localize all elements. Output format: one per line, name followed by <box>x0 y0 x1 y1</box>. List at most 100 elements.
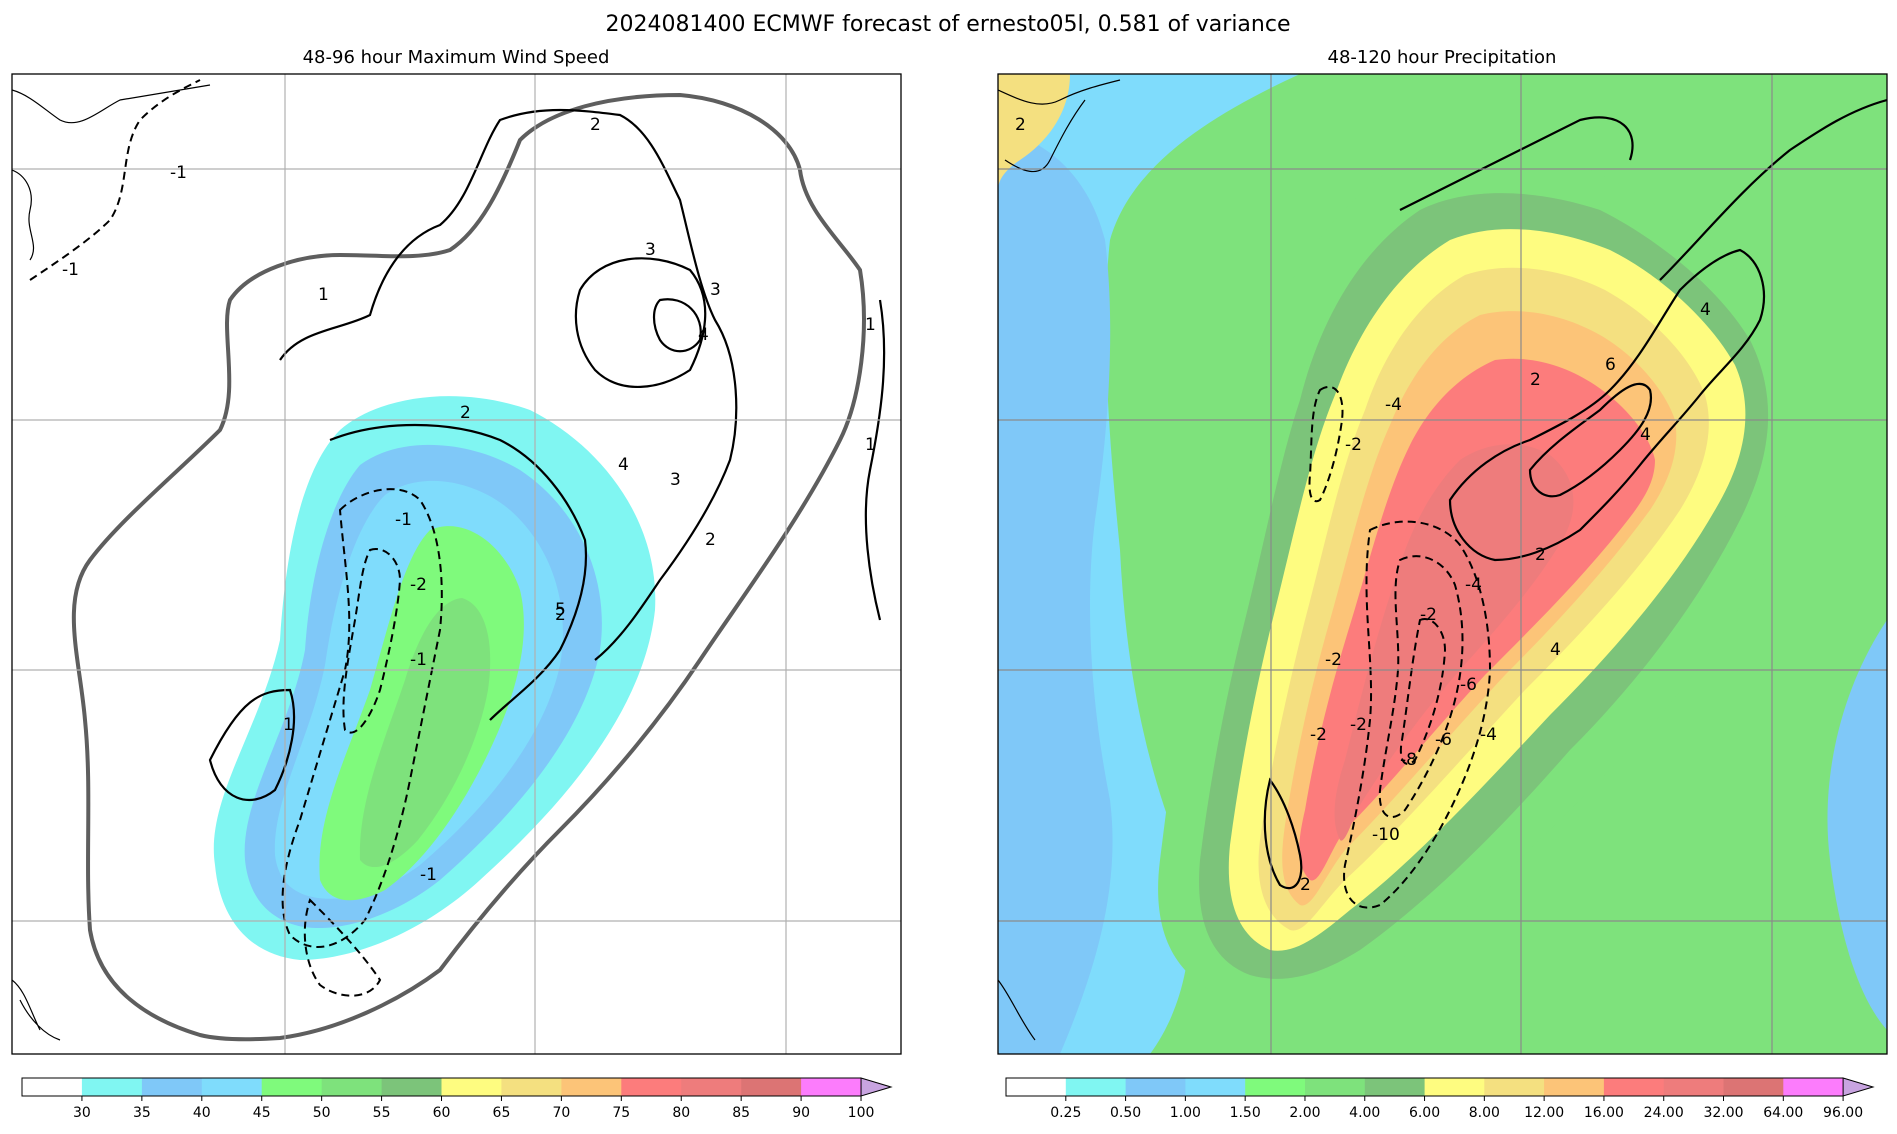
colorbar-tick-label: 50 <box>313 1105 331 1121</box>
colorbar-segment <box>1065 1078 1127 1096</box>
wind-contour-solid-3 <box>652 298 702 353</box>
coastline <box>998 79 1121 1041</box>
colorbar-tick-label: 65 <box>493 1105 511 1121</box>
colorbar-segment <box>321 1078 383 1096</box>
colorbar-segment <box>441 1078 502 1096</box>
contour-label: -4 <box>1465 575 1482 595</box>
colorbar-tick-label: 6.00 <box>1409 1105 1440 1121</box>
contour-label: -8 <box>1400 750 1417 770</box>
colorbar-segment <box>1364 1078 1426 1096</box>
precip-contour-dashed <box>1343 520 1492 909</box>
wind-contour-solid-6 <box>864 299 886 621</box>
colorbar-tick-label: 32.00 <box>1703 1105 1743 1121</box>
contour-label: 5 <box>555 600 566 620</box>
colorbar-tick-label: 64.00 <box>1763 1105 1803 1121</box>
left-panel-title: 48-96 hour Maximum Wind Speed <box>303 47 610 68</box>
colorbar-tick-label: 55 <box>373 1105 391 1121</box>
colorbar-tick-label: 2.00 <box>1289 1105 1320 1121</box>
wind-contour-dashed <box>281 488 443 948</box>
precip-shade-0.50-east <box>1827 620 1887 1030</box>
contour-label: -2 <box>1310 725 1327 745</box>
colorbar-segment <box>621 1078 682 1096</box>
colorbar-tick-label: 96.00 <box>1823 1105 1863 1121</box>
contour-label: -2 <box>1420 605 1437 625</box>
colorbar-tick-label: 45 <box>253 1105 271 1121</box>
contour-label: 2 <box>1530 370 1541 390</box>
precip-contour-solid-3 <box>1399 98 1887 281</box>
left-colorbar: 30 35 40 45 50 55 60 65 70 75 80 85 90 100 <box>21 1077 893 1121</box>
left-contour-labels: -1 -1 -1 -1 1 1 1 1 2 2 2 2 3 3 3 4 4 5 … <box>62 115 876 885</box>
colorbar-tick-label: 80 <box>672 1105 690 1121</box>
colorbar-tick-label: 30 <box>73 1105 91 1121</box>
colorbar-tick-label: 24.00 <box>1644 1105 1684 1121</box>
precip-shade-32.00 <box>1334 444 1574 841</box>
colorbar-segment <box>1723 1078 1784 1096</box>
left-map-frame <box>11 73 902 1055</box>
colorbar-tick-label: 40 <box>193 1105 211 1121</box>
contour-label: 3 <box>710 280 721 300</box>
colorbar-tick-label: 4.00 <box>1349 1105 1380 1121</box>
colorbar-segment <box>801 1078 862 1096</box>
left-map <box>12 74 901 1054</box>
contour-label: -2 <box>1350 715 1367 735</box>
colorbar-extension <box>1842 1077 1875 1097</box>
colorbar-tick-label: 60 <box>433 1105 451 1121</box>
colorbar-segment <box>381 1078 443 1096</box>
contour-label: 2 <box>705 530 716 550</box>
colorbar-extension <box>860 1077 893 1097</box>
contour-label: -10 <box>1372 825 1400 845</box>
contour-label: 6 <box>1605 355 1616 375</box>
contour-label: -1 <box>395 510 412 530</box>
wind-contour-solid <box>279 108 738 661</box>
precip-contour-dashed-4 <box>1308 385 1344 503</box>
contour-label: 1 <box>318 285 329 305</box>
contour-label: 2 <box>1300 875 1311 895</box>
colorbar-tick-label: 16.00 <box>1584 1105 1624 1121</box>
colorbar-segment <box>501 1078 562 1096</box>
contour-label: 4 <box>698 325 709 345</box>
colorbar-segment <box>1305 1078 1366 1096</box>
contour-label: 1 <box>283 715 294 735</box>
contour-label: -1 <box>420 865 437 885</box>
contour-label: -1 <box>170 163 187 183</box>
colorbar-tick-label: 1.50 <box>1230 1105 1261 1121</box>
left-gridlines <box>12 74 901 1054</box>
colorbar-tick-label: 0.50 <box>1110 1105 1141 1121</box>
contour-label: -1 <box>410 650 427 670</box>
wind-shade-50 <box>359 598 491 868</box>
contour-label: 3 <box>670 470 681 490</box>
contour-label: 2 <box>1535 545 1546 565</box>
contour-label: -6 <box>1460 675 1477 695</box>
figure-title: 2024081400 ECMWF forecast of ernesto05l,… <box>606 12 1291 37</box>
wind-contour-dashed-3 <box>303 898 382 997</box>
precip-contour-solid-4 <box>1263 777 1303 890</box>
colorbar-tick-label: 75 <box>612 1105 630 1121</box>
contour-label: 4 <box>1640 425 1651 445</box>
colorbar-segment <box>1125 1078 1186 1096</box>
colorbar-segment <box>1663 1078 1725 1096</box>
wind-contour-solid-5 <box>208 688 296 802</box>
colorbar-tick-label: 100 <box>848 1105 875 1121</box>
colorbar-segment <box>1245 1078 1306 1096</box>
contour-label: 3 <box>645 240 656 260</box>
colorbar-segment <box>141 1078 203 1096</box>
colorbar-segment <box>741 1078 802 1096</box>
colorbar-tick-label: 35 <box>133 1105 151 1121</box>
contour-label: 2 <box>555 605 566 625</box>
wind-outline <box>71 92 866 1042</box>
colorbar-segment <box>81 1078 143 1096</box>
colorbar-segment <box>1603 1078 1665 1096</box>
contour-label: -2 <box>410 575 427 595</box>
colorbar-tick-label: 85 <box>732 1105 750 1121</box>
contour-label: 4 <box>1550 640 1561 660</box>
contour-label: -1 <box>62 260 79 280</box>
colorbar-segment <box>22 1078 83 1096</box>
contour-label: -2 <box>1345 435 1362 455</box>
right-map <box>998 74 1887 1054</box>
colorbar-segment <box>201 1078 263 1096</box>
contour-label: 1 <box>865 315 876 335</box>
colorbar-segment <box>1006 1078 1067 1096</box>
colorbar-segment <box>681 1078 742 1096</box>
contour-label: -2 <box>1325 650 1342 670</box>
colorbar-tick-label: 1.00 <box>1170 1105 1201 1121</box>
